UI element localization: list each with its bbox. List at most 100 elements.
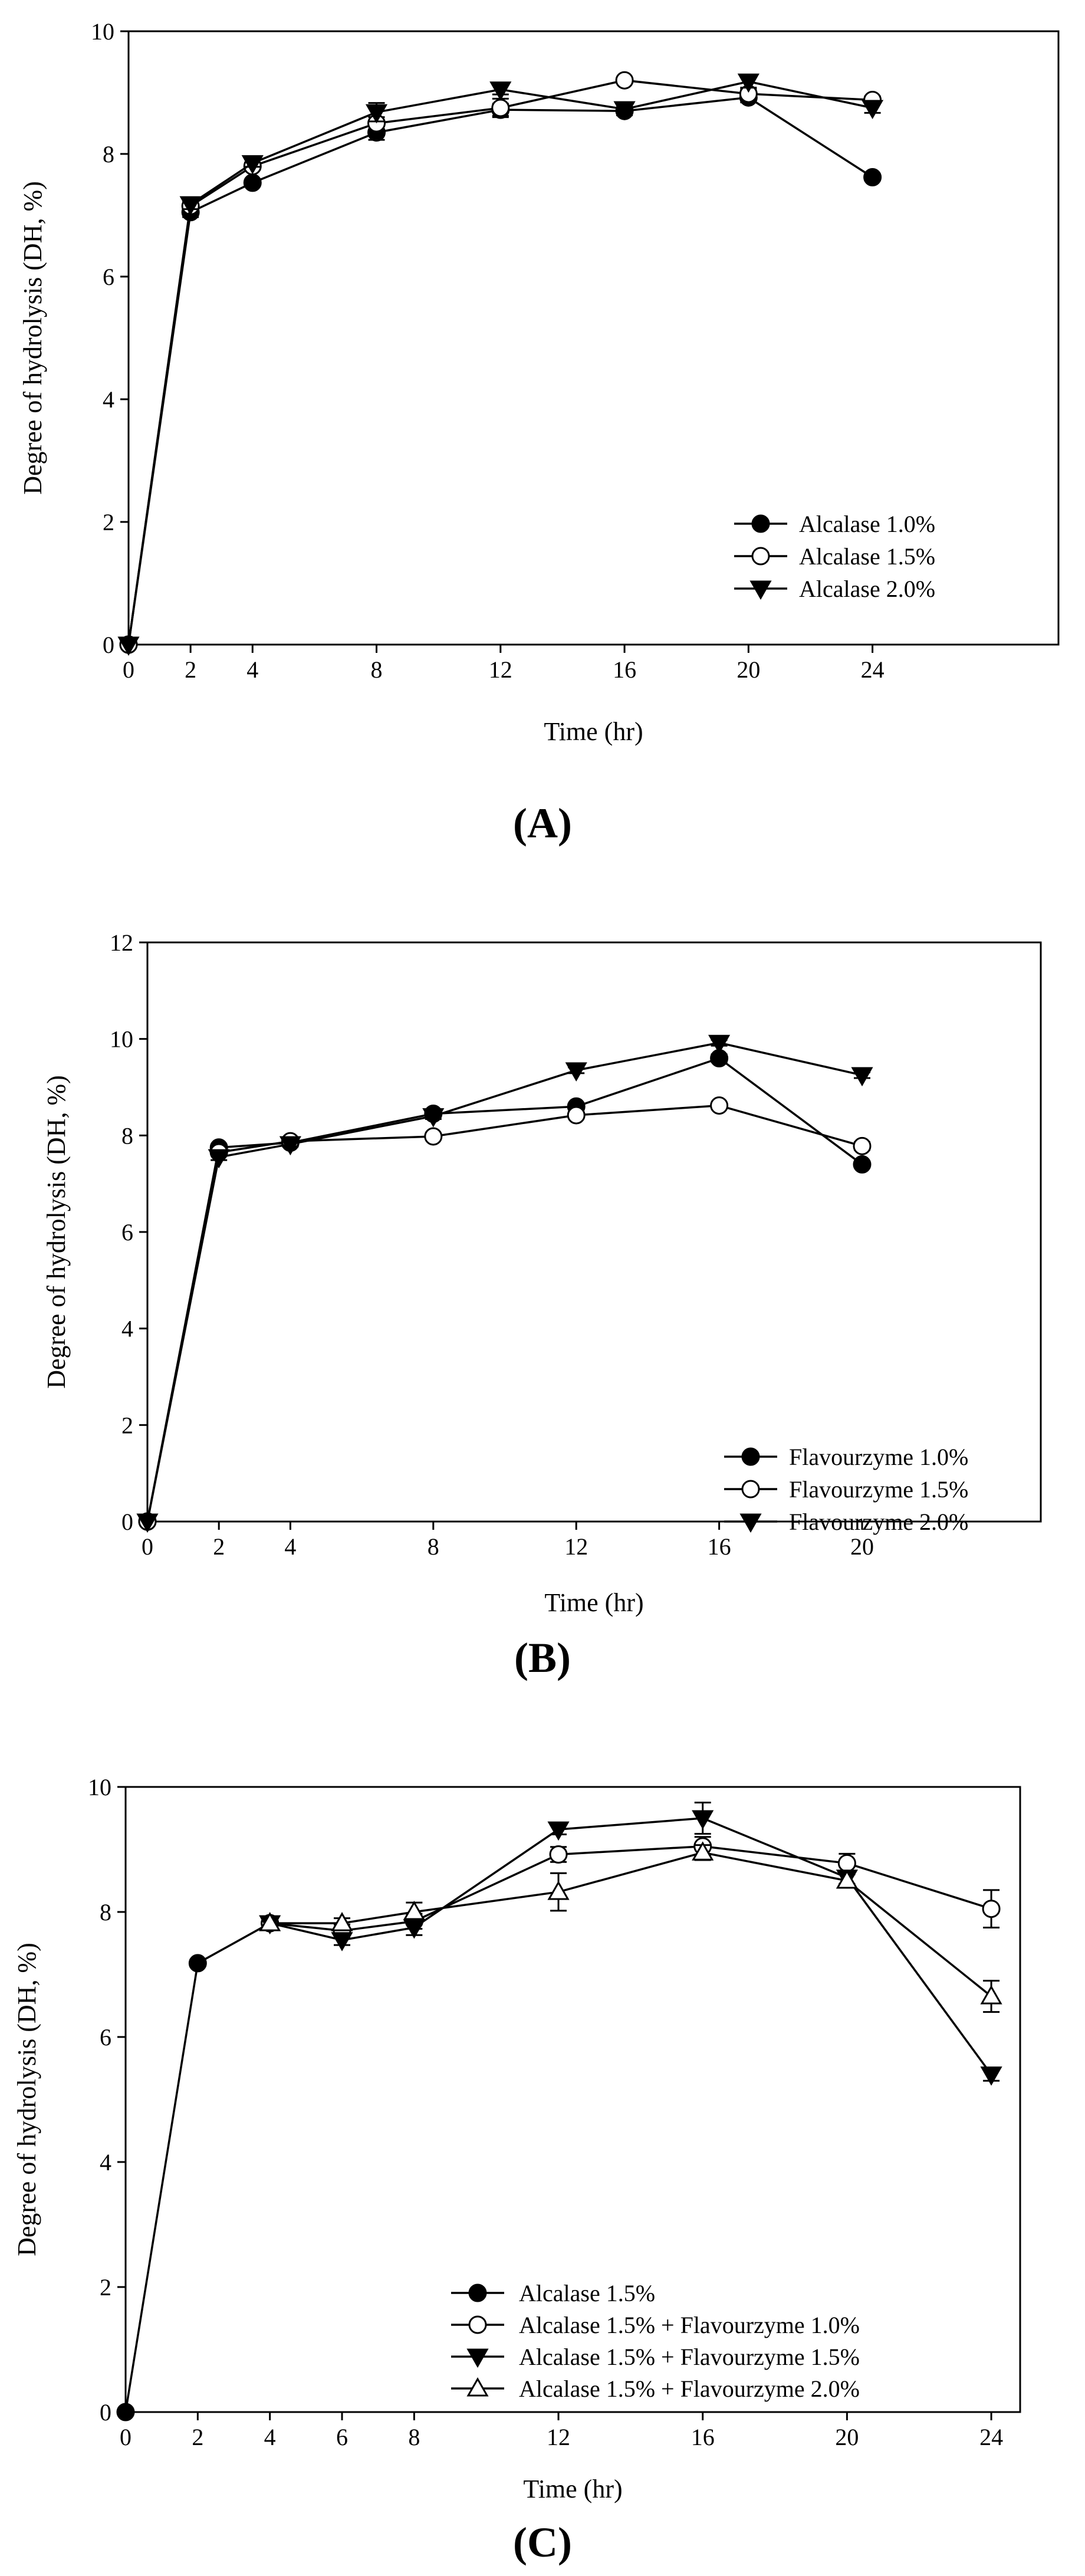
x-tick-label: 16 [708,1533,731,1560]
y-tick-label: 2 [121,1412,133,1438]
legend-marker [739,1513,762,1533]
plot-frame [124,1786,1021,2413]
series-line [127,96,873,645]
legend-entry: Alcalase 1.5% [519,2280,655,2306]
data-point [489,81,512,101]
legend-marker [468,2315,487,2334]
series-line [127,79,873,645]
data-point [565,1062,587,1082]
data-point [853,1136,872,1155]
data-point [737,73,760,93]
data-point [710,1096,729,1115]
legend-marker [751,547,770,566]
x-tick-label: 4 [264,2424,276,2450]
data-point [547,1821,570,1841]
y-axis-label: Degree of hydrolysis (DH, %) [42,1075,71,1389]
data-point [567,1106,586,1125]
y-tick-label: 10 [88,1774,111,1800]
y-tick-label: 8 [100,1899,111,1926]
data-point [136,1513,159,1533]
x-tick-label: 0 [123,656,134,683]
x-tick-label: 0 [120,2424,131,2450]
plot-frame [146,941,1042,1523]
y-tick-label: 4 [103,386,114,413]
x-tick-label: 12 [564,1533,588,1560]
x-tick-label: 12 [547,2424,570,2450]
x-tick-label: 20 [835,2424,859,2450]
legend-entry: Alcalase 1.5% [799,543,935,570]
data-point [863,168,882,187]
x-tick-label: 24 [979,2424,1003,2450]
legend: Flavourzyme 1.0% Flavourzyme 1.5% Flavourz… [724,1444,968,1535]
x-axis-label: Time (hr) [544,717,643,746]
data-point [365,104,388,124]
legend-marker [751,514,770,533]
legend-marker [466,2377,489,2397]
plot-frame [127,30,1060,646]
data-point [424,1127,443,1146]
data-point [980,1985,1002,2005]
legend: Alcalase 1.5% Alcalase 1.5% + Flavourzyme… [451,2280,860,2402]
x-tick-label: 2 [192,2424,203,2450]
data-point [422,1108,445,1128]
data-point [837,1854,856,1872]
legend-entry: Alcalase 2.0% [799,576,935,602]
x-tick-label: 12 [489,656,512,683]
data-point [615,71,634,90]
data-point [851,1067,873,1087]
legend-entry: Alcalase 1.0% [799,511,935,537]
data-point [331,1912,353,1931]
x-tick-label: 2 [185,656,196,683]
y-tick-label: 8 [103,141,114,167]
data-point [547,1881,570,1900]
y-tick-label: 10 [91,18,114,45]
x-tick-label: 20 [850,1533,874,1560]
y-tick-label: 0 [121,1509,133,1535]
data-point [491,98,510,117]
data-point [549,1845,568,1864]
data-point [116,2403,135,2421]
data-point [403,1900,425,1920]
x-axis-label: Time (hr) [544,1588,643,1617]
data-point [188,1954,207,1973]
x-tick-label: 0 [142,1533,153,1560]
series-line [127,80,873,645]
data-point [241,155,264,175]
x-tick-label: 4 [246,656,258,683]
legend: Alcalase 1.0% Alcalase 1.5% Alcalase 2.0% [734,511,935,602]
data-point [708,1034,731,1054]
data-point [692,1810,714,1830]
series-2 [261,1836,1001,1940]
y-tick-label: 12 [110,929,133,956]
data-point [853,1155,872,1174]
series-1 [138,1049,872,1531]
data-point [836,1869,858,1889]
panel-label: (B) [514,1634,571,1681]
legend-marker [741,1447,760,1466]
data-point [117,636,140,656]
legend-marker [749,580,772,600]
legend-entry: Alcalase 1.5% + Flavourzyme 1.0% [519,2312,860,2338]
series-line [269,1817,992,2075]
x-tick-label: 8 [428,1533,439,1560]
y-tick-label: 6 [121,1219,133,1246]
legend-entry: Flavourzyme 2.0% [789,1509,968,1535]
y-tick-label: 8 [121,1122,133,1149]
data-point [243,173,262,192]
legend-marker [468,2283,487,2302]
x-tick-label: 4 [284,1533,296,1560]
legend-marker [741,1480,760,1499]
data-point [862,100,884,120]
legend-entry: Flavourzyme 1.5% [789,1476,968,1503]
x-tick-label: 6 [336,2424,348,2450]
series-2 [119,71,882,654]
data-point [179,196,202,216]
data-point [982,1900,1001,1918]
series-1 [116,1914,280,2421]
legend-marker [466,2348,489,2368]
y-tick-label: 6 [100,2024,111,2051]
y-tick-label: 4 [100,2149,111,2176]
series-1 [119,88,882,654]
